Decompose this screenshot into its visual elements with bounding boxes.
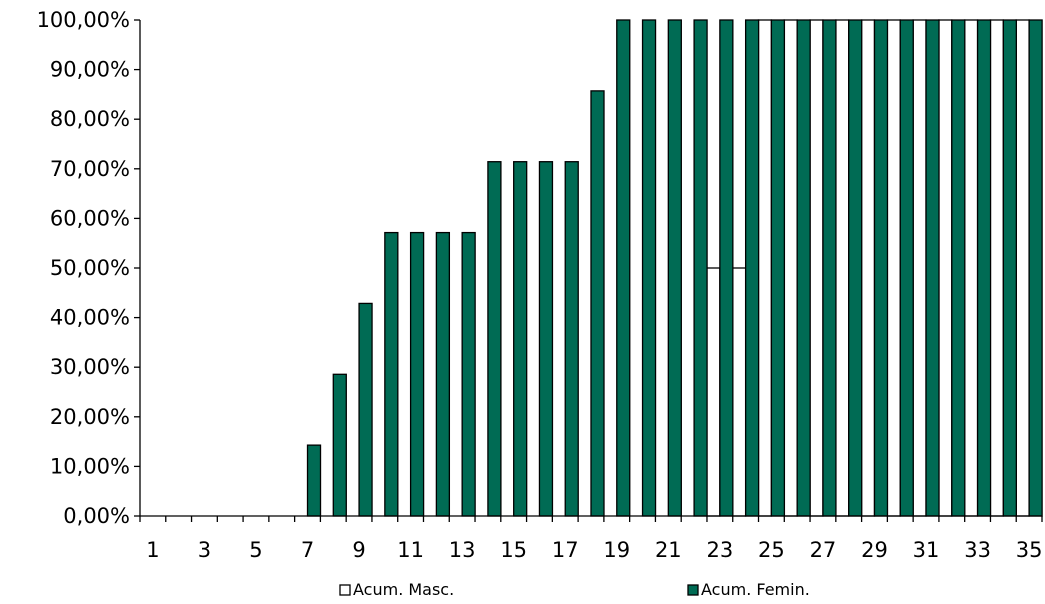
bar-acum-masc	[783, 19, 798, 517]
bar-acum-masc	[731, 267, 747, 517]
x-tick-label: 9	[352, 538, 365, 562]
bar-acum-femin	[409, 231, 425, 517]
x-tick-label: 13	[449, 538, 476, 562]
bar-acum-femin	[873, 19, 889, 517]
bar-acum-femin	[616, 19, 631, 517]
bar-acum-femin	[435, 231, 451, 517]
legend-label-acum-femin: Acum. Femin.	[701, 580, 810, 599]
bar-acum-masc	[860, 19, 876, 517]
x-tick-label: 25	[758, 538, 785, 562]
bar-acum-femin	[487, 161, 502, 517]
bar-acum-femin	[899, 19, 914, 517]
x-tick-label: 3	[198, 538, 211, 562]
bar-acum-femin	[719, 19, 734, 517]
legend-label-acum-masc: Acum. Masc.	[353, 580, 454, 599]
x-tick-label: 21	[655, 538, 682, 562]
x-tick-label: 7	[301, 538, 314, 562]
bar-acum-femin	[461, 231, 476, 517]
bar-acum-masc	[989, 19, 1004, 517]
bar-acum-masc	[809, 19, 824, 517]
y-axis-ticks: 0,00% 10,00% 20,00% 30,00% 40,00% 50,00% 60,00…	[37, 8, 140, 528]
x-tick-label: 33	[964, 538, 991, 562]
bar-acum-femin	[796, 19, 811, 517]
bar-acum-femin	[976, 19, 992, 517]
bar-acum-femin	[822, 19, 837, 517]
x-tick-label: 19	[603, 538, 630, 562]
bar-acum-femin	[693, 19, 708, 517]
bar-acum-femin	[667, 19, 682, 517]
y-tick-label: 60,00%	[50, 206, 130, 230]
y-tick-label: 0,00%	[63, 504, 130, 528]
bar-acum-femin	[770, 19, 786, 517]
bar-acum-femin	[951, 19, 966, 517]
x-axis-ticks: 1 3 5 7 9 11 13 15 17 19 21 23 25 27 29 31 33 35	[139, 516, 1043, 562]
y-tick-label: 10,00%	[50, 454, 130, 478]
bar-acum-masc	[706, 267, 721, 517]
y-tick-label: 90,00%	[50, 58, 130, 82]
y-tick-label: 100,00%	[37, 8, 130, 32]
bar-acum-masc	[912, 19, 927, 517]
bar-acum-femin	[564, 161, 579, 517]
series-acum-femin	[306, 19, 1043, 517]
bar-acum-femin	[513, 161, 528, 517]
bar-acum-femin	[384, 231, 399, 517]
bar-acum-femin	[641, 19, 657, 517]
x-tick-label: 15	[500, 538, 527, 562]
y-tick-label: 50,00%	[50, 256, 130, 280]
bar-acum-femin	[848, 19, 863, 517]
y-tick-label: 70,00%	[50, 157, 130, 181]
bar-acum-femin	[1002, 19, 1017, 517]
x-tick-label: 27	[810, 538, 837, 562]
x-tick-label: 5	[249, 538, 262, 562]
axes	[139, 20, 1042, 517]
x-tick-label: 23	[706, 538, 733, 562]
bar-acum-masc	[835, 19, 850, 517]
y-tick-label: 80,00%	[50, 107, 130, 131]
bar-acum-masc	[938, 19, 953, 517]
bar-acum-femin	[925, 19, 940, 517]
x-tick-label: 17	[552, 538, 579, 562]
bar-acum-femin	[1028, 19, 1043, 517]
bar-acum-femin	[538, 161, 554, 517]
legend: Acum. Masc. Acum. Femin.	[339, 580, 810, 599]
bar-acum-femin	[744, 19, 760, 517]
bar-acum-femin	[306, 444, 322, 517]
legend-swatch-acum-femin	[687, 584, 699, 596]
y-tick-label: 40,00%	[50, 306, 130, 330]
bar-acum-masc	[1015, 19, 1030, 517]
bar-acum-femin	[332, 373, 347, 517]
x-tick-label: 29	[861, 538, 888, 562]
bar-acum-femin	[590, 90, 605, 517]
bar-acum-masc	[886, 19, 901, 517]
x-tick-label: 35	[1016, 538, 1043, 562]
bar-acum-masc	[963, 19, 979, 517]
legend-swatch-acum-masc	[339, 584, 351, 596]
x-tick-label: 11	[397, 538, 424, 562]
bar-acum-femin	[358, 302, 373, 517]
x-tick-label: 31	[913, 538, 940, 562]
y-tick-label: 30,00%	[50, 355, 130, 379]
x-tick-label: 1	[146, 538, 159, 562]
bar-acum-masc	[757, 19, 773, 517]
y-tick-label: 20,00%	[50, 405, 130, 429]
